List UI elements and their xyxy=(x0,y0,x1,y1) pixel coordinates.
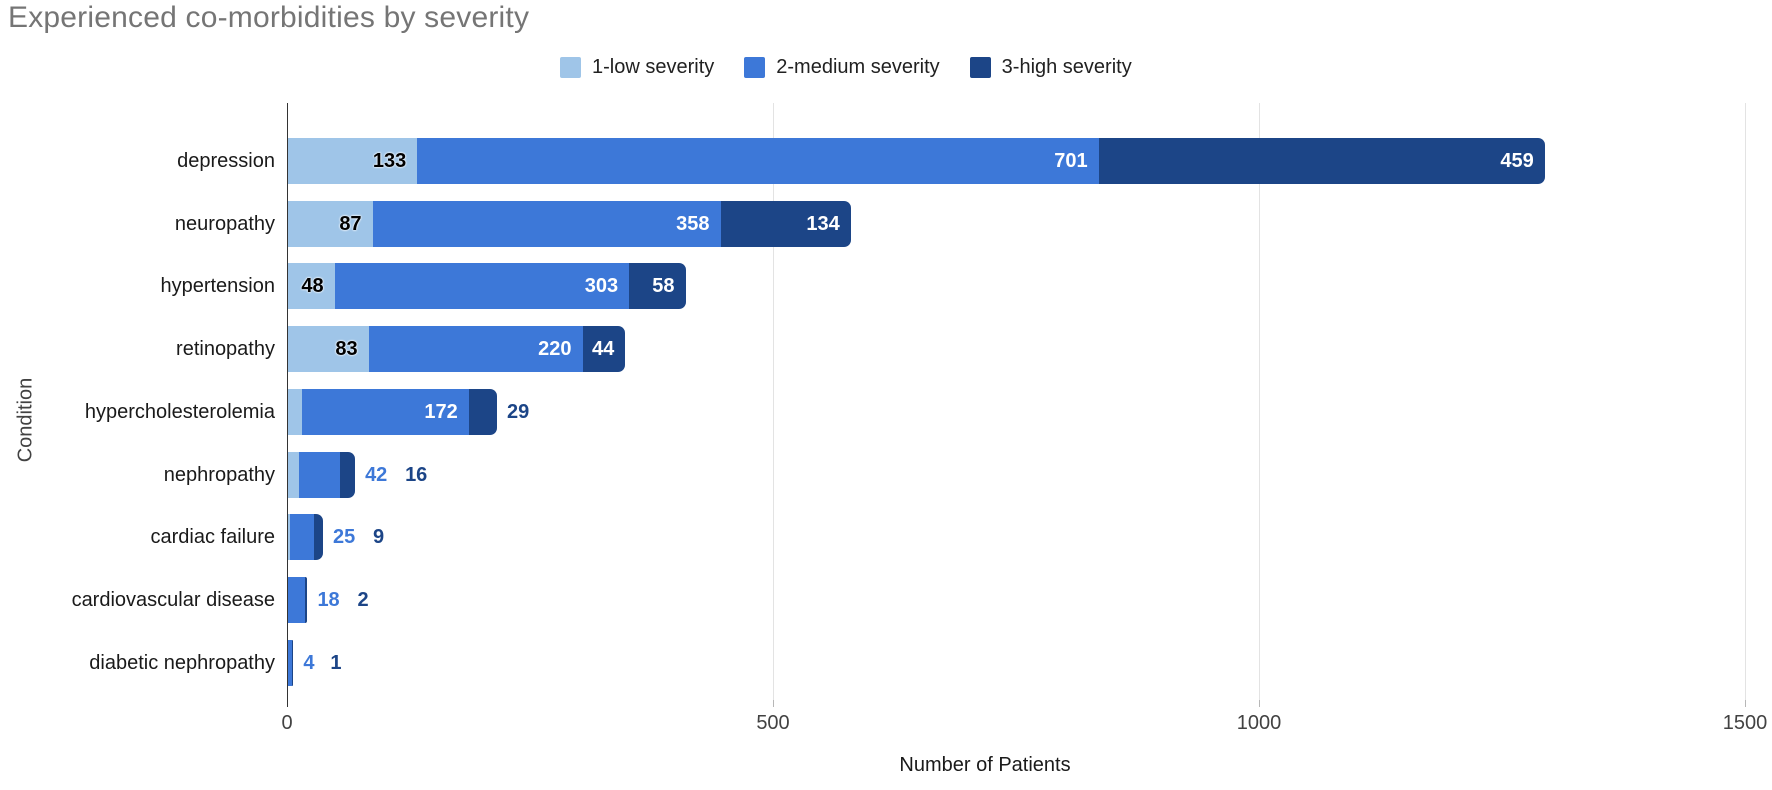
bar-segment-2[interactable] xyxy=(368,326,583,372)
bar-value-label: 83 xyxy=(335,338,358,360)
bar-value-label: 134 xyxy=(806,213,840,235)
legend-label: 2-medium severity xyxy=(776,56,940,78)
category-label: nephropathy xyxy=(163,464,275,486)
legend-item-1[interactable]: 1-low severity xyxy=(560,56,714,79)
x-tick-label: 1500 xyxy=(1722,712,1768,734)
chart-title: Experienced co-morbidities by severity xyxy=(8,1,530,34)
category-label: hypercholesterolemia xyxy=(84,401,275,423)
bar-value-label: 4 xyxy=(303,652,315,674)
bar-segment-1[interactable] xyxy=(288,201,373,247)
bar-value-label: 16 xyxy=(405,464,428,486)
bar-segment-3[interactable] xyxy=(468,389,497,435)
gridline xyxy=(1259,103,1260,700)
bar-segment-2[interactable] xyxy=(289,514,315,560)
bar-value-label: 358 xyxy=(676,213,710,235)
category-label: neuropathy xyxy=(174,213,275,235)
bar-segment-3[interactable] xyxy=(629,263,686,309)
bar-segment-3[interactable] xyxy=(305,577,308,623)
bar-segment-2[interactable] xyxy=(298,452,340,498)
bar-segment-2[interactable] xyxy=(288,577,306,623)
bar-value-label: 133 xyxy=(372,150,407,172)
axis-tick xyxy=(1745,700,1746,707)
category-label: diabetic nephropathy xyxy=(89,652,275,674)
bar-segment-2[interactable] xyxy=(288,640,292,686)
bar-segment-2[interactable] xyxy=(417,138,1099,184)
legend-item-2[interactable]: 2-medium severity xyxy=(744,56,940,79)
bar-segment-2[interactable] xyxy=(372,201,721,247)
bar-segment-1[interactable] xyxy=(288,138,418,184)
legend-item-3[interactable]: 3-high severity xyxy=(969,56,1132,79)
category-label: cardiac failure xyxy=(150,526,275,548)
y-axis-title: Condition xyxy=(14,377,37,463)
bar-value-label: 42 xyxy=(365,464,388,486)
bar-value-label: 48 xyxy=(301,275,324,297)
y-axis-line xyxy=(287,103,288,707)
category-label: retinopathy xyxy=(176,338,275,360)
bar-value-label: 58 xyxy=(652,275,675,297)
bar-segment-3[interactable] xyxy=(1098,138,1545,184)
bar-value-label: 1 xyxy=(330,652,342,674)
legend-swatch xyxy=(744,57,766,78)
bar-value-label: 459 xyxy=(1500,150,1534,172)
legend: 1-low severity 2-medium severity 3-high se… xyxy=(560,56,1162,79)
x-tick-label: 0 xyxy=(281,712,293,734)
gridline xyxy=(1745,103,1746,700)
category-label: hypertension xyxy=(160,275,275,297)
legend-label: 3-high severity xyxy=(1001,56,1132,78)
bar-value-label: 2 xyxy=(357,589,369,611)
legend-swatch xyxy=(969,57,991,78)
bar-segment-3[interactable] xyxy=(291,640,294,686)
bar-segment-1[interactable] xyxy=(288,389,302,435)
bar-segment-3[interactable] xyxy=(339,452,356,498)
bar-segment-3[interactable] xyxy=(314,514,323,560)
bar-segment-1[interactable] xyxy=(288,263,335,309)
bar-value-label: 87 xyxy=(339,213,362,235)
category-label: depression xyxy=(177,150,275,172)
bar-value-label: 44 xyxy=(592,338,615,360)
category-label: cardiovascular disease xyxy=(71,589,275,611)
gridline xyxy=(773,103,774,700)
bar-segment-1[interactable] xyxy=(288,514,290,560)
bar-value-label: 303 xyxy=(584,275,619,297)
axis-tick xyxy=(773,700,774,707)
bar-segment-1[interactable] xyxy=(288,452,299,498)
bar-segment-3[interactable] xyxy=(720,201,851,247)
bar-segment-3[interactable] xyxy=(582,326,626,372)
x-tick-label: 1000 xyxy=(1236,712,1282,734)
legend-swatch xyxy=(560,57,581,78)
bar-value-label: 18 xyxy=(317,589,340,611)
bar-value-label: 29 xyxy=(506,401,530,423)
bar-value-label: 9 xyxy=(372,526,385,548)
bar-value-label: 172 xyxy=(424,401,458,423)
legend-label: 1-low severity xyxy=(592,56,715,78)
x-axis-title: Number of Patients xyxy=(899,754,1071,776)
bar-value-label: 220 xyxy=(538,338,572,360)
bar-segment-1[interactable] xyxy=(288,326,369,372)
bar-value-label: 701 xyxy=(1054,150,1088,172)
bar-segment-2[interactable] xyxy=(301,389,469,435)
axis-tick xyxy=(1259,700,1260,707)
bar-value-label: 25 xyxy=(332,526,356,548)
bar-segment-2[interactable] xyxy=(334,263,630,309)
x-tick-label: 500 xyxy=(756,712,790,734)
